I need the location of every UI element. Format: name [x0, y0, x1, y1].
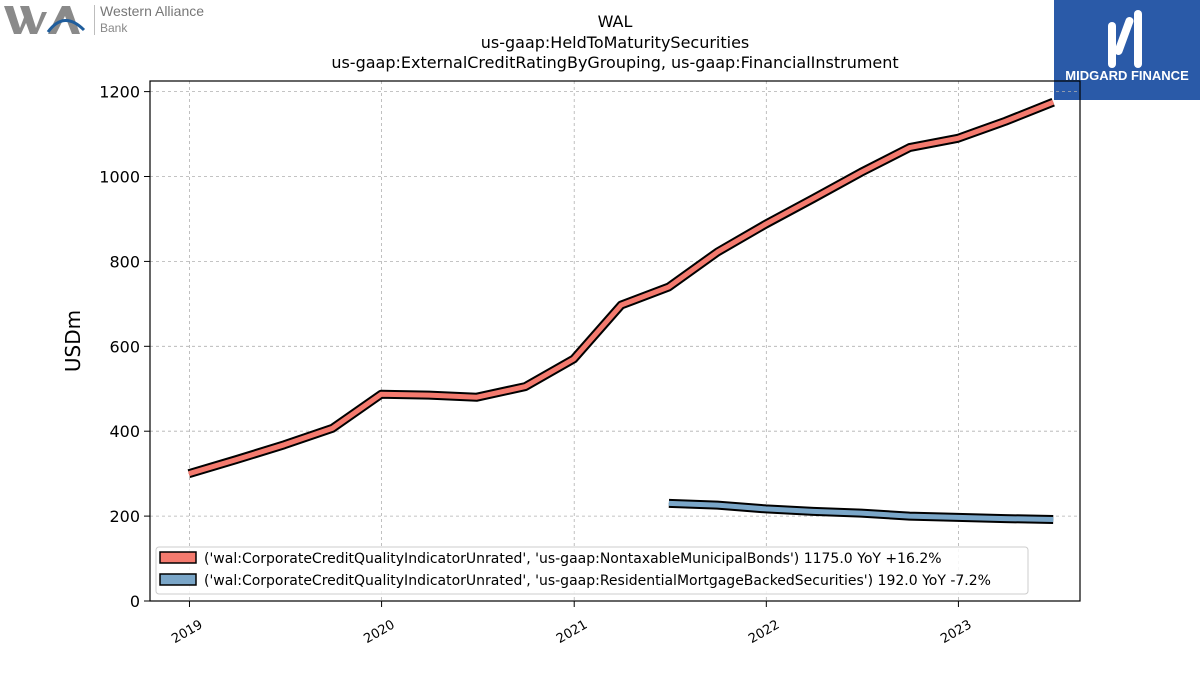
series-point-0	[476, 396, 478, 398]
legend-box	[155, 546, 1029, 595]
x-tick-label: 2022	[746, 617, 782, 647]
x-tick-label: 2020	[361, 617, 397, 647]
series-point-1	[765, 508, 767, 510]
legend: ('wal:CorporateCreditQualityIndicatorUnr…	[155, 546, 1029, 595]
y-tick-label: 400	[109, 422, 140, 441]
series-point-0	[812, 198, 814, 200]
series-point-0	[716, 251, 718, 253]
y-tick-label: 200	[109, 507, 140, 526]
western-alliance-logo: Western Alliance Bank	[4, 2, 234, 42]
series-point-0	[428, 394, 430, 396]
x-tick-label: 2023	[938, 617, 974, 647]
chart-subtitle-line2: us-gaap:ExternalCreditRatingByGrouping, …	[331, 53, 898, 72]
midgard-finance-logo: MIDGARD FINANCE	[1054, 0, 1200, 100]
series-point-1	[1004, 518, 1006, 520]
wa-mark-icon	[4, 5, 95, 35]
series-point-0	[332, 427, 334, 429]
series-point-0	[188, 473, 190, 475]
series-point-0	[1004, 120, 1006, 122]
plot-frame	[149, 80, 1081, 602]
series-point-0	[957, 137, 959, 139]
series-point-0	[524, 386, 526, 388]
y-tick-label: 600	[109, 337, 140, 356]
midgard-mark-icon	[1108, 10, 1142, 68]
logo-left-name-line1: Western Alliance	[100, 3, 205, 19]
y-tick-label: 0	[130, 592, 140, 611]
series-point-0	[1052, 101, 1054, 103]
legend-label-municipal-bonds: ('wal:CorporateCreditQualityIndicatorUnr…	[204, 551, 942, 567]
y-axis-label: USDm	[61, 310, 85, 372]
series-point-0	[380, 393, 382, 395]
chart-subtitle-line1: us-gaap:HeldToMaturitySecurities	[481, 33, 750, 52]
series-point-1	[668, 502, 670, 504]
legend-label-rmbs: ('wal:CorporateCreditQualityIndicatorUnr…	[204, 573, 991, 589]
series-point-1	[860, 512, 862, 514]
series-layer	[187, 98, 1055, 524]
series-point-0	[908, 147, 910, 149]
chart-title: WAL	[598, 12, 633, 31]
series-outline-0	[187, 98, 1055, 479]
series-point-0	[765, 223, 767, 225]
series-point-1	[812, 510, 814, 512]
series-point-0	[235, 459, 237, 461]
series-point-1	[716, 504, 718, 506]
series-point-0	[620, 304, 622, 306]
legend-swatch-municipal-bonds	[159, 551, 197, 564]
legend-swatch-rmbs	[159, 573, 197, 586]
x-tick-label: 2021	[554, 617, 590, 647]
series-point-0	[573, 358, 575, 360]
grid	[150, 81, 1080, 602]
y-tick-label: 800	[109, 252, 140, 271]
series-point-1	[908, 515, 910, 517]
series-point-1	[957, 516, 959, 518]
series-line-0	[188, 99, 1055, 477]
y-tick-label: 1000	[99, 168, 140, 187]
y-tick-label: 1200	[99, 83, 140, 102]
series-point-1	[1052, 518, 1054, 520]
logo-right-name: MIDGARD FINANCE	[1065, 68, 1189, 83]
x-tick-label: 2019	[169, 617, 205, 647]
series-point-0	[860, 171, 862, 173]
logo-left-name-line2: Bank	[100, 21, 128, 35]
series-point-0	[668, 286, 670, 288]
series-point-0	[283, 444, 285, 446]
